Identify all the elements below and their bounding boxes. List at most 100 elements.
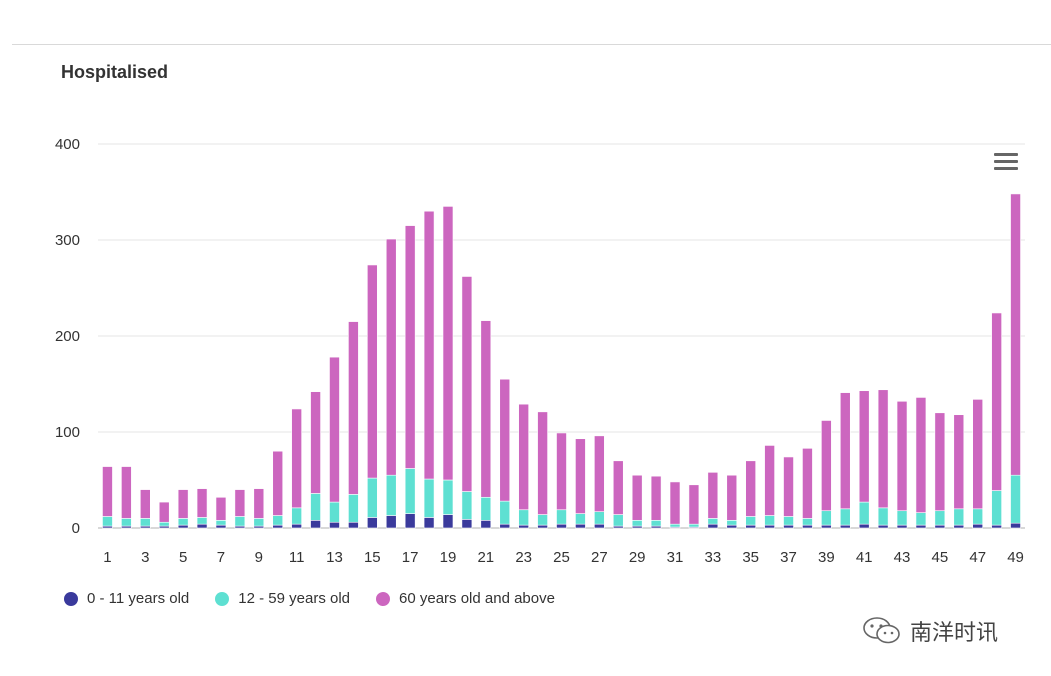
bar-segment-3-week-44 [915,397,927,513]
bar-segment-3-week-42 [877,389,889,509]
bar-segment-2-week-28 [612,514,624,527]
bar-segment-2-week-16 [385,474,397,516]
bar-segment-3-week-16 [385,238,397,476]
legend-item-0-11[interactable]: 0 - 11 years old [64,590,189,607]
bar-segment-3-week-25 [556,432,567,511]
bar-segment-3-week-39 [821,420,832,512]
bar-segment-3-week-47 [972,399,984,510]
bar-segment-2-week-20 [461,491,473,520]
bar-segment-1-week-45 [934,524,946,529]
bar-segment-1-week-49 [1010,522,1021,529]
bar-segment-3-week-35 [745,460,756,517]
x-tick-label: 15 [364,549,381,566]
x-tick-label: 45 [932,549,949,566]
x-tick-label: 21 [477,549,494,566]
bar-segment-1-week-48 [991,524,1002,529]
bar-segment-2-week-37 [783,516,794,526]
bar-segment-3-week-27 [594,435,605,512]
bar-segment-3-week-17 [404,225,416,469]
bar-segment-1-week-10 [272,524,284,529]
x-tick-label: 13 [326,549,343,566]
bar-segment-2-week-38 [802,518,813,526]
legend-item-12-59[interactable]: 12 - 59 years old [215,590,350,607]
x-tick-label: 25 [553,549,570,566]
x-tick-label: 17 [402,549,419,566]
watermark: 南洋时讯 [862,615,998,647]
y-tick-label: 100 [55,424,80,441]
y-tick-label: 400 [55,136,80,153]
bar-segment-2-week-40 [839,508,851,526]
bar-segment-2-week-23 [518,509,529,526]
bar-segment-1-week-39 [821,524,832,529]
bar-segment-1-week-33 [707,523,719,529]
bar-segment-2-week-19 [442,479,454,515]
bar-segment-1-week-13 [329,521,340,529]
bar-segment-1-week-41 [858,523,870,529]
bar-segment-2-week-5 [177,518,189,526]
x-tick-label: 47 [969,549,986,566]
bar-segment-2-week-18 [423,478,435,518]
bar-segment-3-week-12 [310,391,321,494]
bar-segment-3-week-24 [537,411,548,515]
bar-segment-1-week-34 [726,524,738,529]
bar-segment-2-week-44 [915,512,927,526]
bar-segment-2-week-45 [934,510,946,526]
bar-segment-3-week-15 [367,264,378,479]
bar-segment-1-week-21 [480,520,492,529]
bar-segment-2-week-27 [594,511,605,525]
legend-label-60-plus: 60 years old and above [399,590,555,607]
x-tick-label: 11 [289,549,305,566]
bar-segment-3-week-37 [783,456,794,517]
bar-segment-3-week-3 [139,489,151,519]
bar-segment-1-week-5 [177,524,189,529]
x-tick-label: 37 [780,549,797,566]
bar-segment-1-week-11 [291,523,302,529]
bar-segment-2-week-10 [272,515,284,526]
bar-segment-3-week-33 [707,472,719,519]
top-divider [12,44,1051,45]
bar-segment-3-week-28 [612,460,624,515]
bar-segment-2-week-7 [215,520,227,526]
bar-segment-2-week-1 [102,516,113,527]
bar-segment-2-week-22 [499,500,511,525]
bar-segment-2-week-46 [953,508,965,526]
bar-segment-1-week-23 [518,524,529,529]
legend-item-60-plus[interactable]: 60 years old and above [376,590,555,607]
legend-dot-60-plus [376,591,391,606]
bar-segment-1-week-24 [537,524,548,529]
bar-segment-3-week-38 [802,448,813,519]
bar-segment-2-week-39 [821,510,832,526]
bar-segment-2-week-9 [253,518,265,527]
bar-segment-2-week-33 [707,518,719,525]
bar-segment-2-week-36 [764,515,775,526]
bar-segment-2-week-47 [972,508,984,525]
bar-segment-2-week-25 [556,509,567,525]
bar-segment-3-week-23 [518,403,529,511]
x-tick-label: 33 [705,549,722,566]
bar-segment-2-week-17 [404,468,416,514]
bar-segment-3-week-48 [991,312,1002,491]
bar-segment-1-week-19 [442,514,454,529]
bar-segment-1-week-25 [556,523,567,529]
bar-segment-2-week-35 [745,516,756,526]
bar-segment-1-week-6 [196,523,208,529]
bar-segment-2-week-48 [991,490,1002,526]
bar-segment-1-week-38 [802,524,813,529]
bar-segment-3-week-11 [291,408,302,509]
x-tick-label: 35 [742,549,759,566]
watermark-text: 南洋时讯 [910,620,999,645]
bar-segment-3-week-6 [196,488,208,518]
bar-segment-3-week-22 [499,378,511,502]
bar-segment-2-week-49 [1010,474,1021,524]
legend-dot-0-11 [64,591,78,606]
bar-segment-3-week-36 [764,445,775,516]
x-tick-label: 7 [217,549,225,566]
bar-segment-3-week-1 [102,466,113,517]
bar-segment-2-week-13 [329,501,340,523]
bar-segment-3-week-2 [121,466,132,519]
bar-segment-2-week-26 [575,513,586,525]
bar-segment-3-week-45 [934,412,946,512]
bar-segment-1-week-18 [423,517,435,529]
bar-segment-1-week-15 [367,517,378,529]
hamburger-menu-icon[interactable] [994,153,1018,173]
